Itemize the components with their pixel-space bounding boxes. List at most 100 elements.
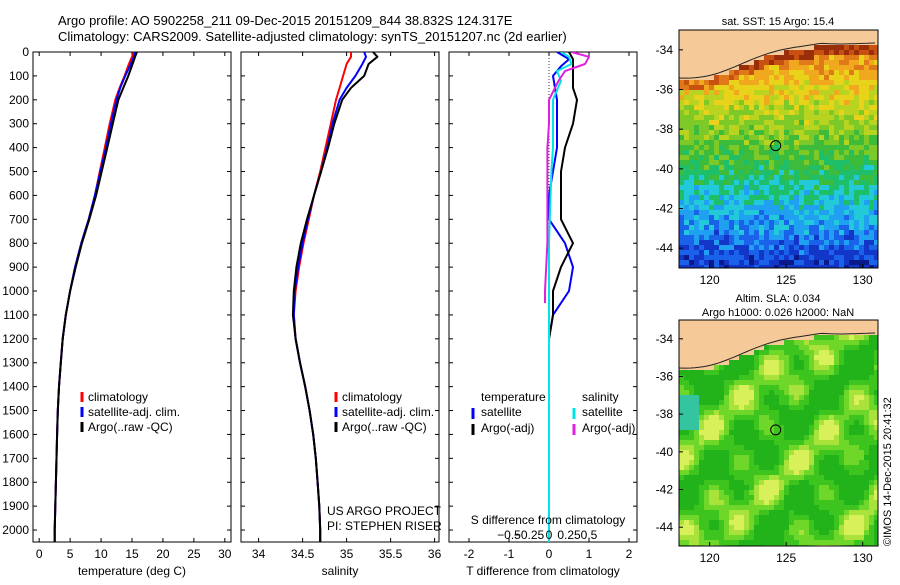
map2-cells-cell: [839, 350, 845, 356]
map2-cells-cell: [819, 425, 825, 431]
map1-cells-cell: [799, 60, 805, 66]
map1-cells-cell: [704, 220, 710, 226]
map2-cells-cell: [684, 380, 690, 386]
map2-cells-cell: [789, 450, 795, 456]
map1-cells-cell: [739, 170, 745, 176]
map2-cells-cell: [709, 525, 715, 531]
map1-cells-cell: [694, 135, 700, 141]
map1-cells-cell: [869, 165, 875, 171]
map1-cells-cell: [789, 35, 795, 41]
map2-cells-cell: [724, 510, 730, 516]
map1-cells-cell: [679, 165, 685, 171]
map1-cells-cell: [699, 115, 705, 121]
map1-cells-cell: [799, 190, 805, 196]
map1-cells-cell: [739, 255, 745, 261]
map2-cells-cell: [829, 480, 835, 486]
map1-cells-cell: [704, 45, 710, 51]
map1-cells-cell: [814, 35, 820, 41]
map1-cells-cell: [714, 160, 720, 166]
map1-cells-cell: [819, 90, 825, 96]
map2-cells-cell: [859, 450, 865, 456]
map1-cells-cell: [764, 220, 770, 226]
map2-cells-cell: [704, 440, 710, 446]
map2-cells-cell: [759, 460, 765, 466]
map2-cells-cell: [834, 500, 840, 506]
map1-cells-cell: [719, 265, 725, 268]
map2-cells-cell: [694, 485, 700, 491]
map2-cells-cell: [814, 435, 820, 441]
map1-cells-cell: [694, 260, 700, 266]
map1-cells-cell: [814, 60, 820, 66]
map2-cells-cell: [864, 335, 870, 341]
map2-cells-cell: [814, 500, 820, 506]
map1-cells-cell: [724, 125, 730, 131]
map2-cells-cell: [714, 330, 720, 336]
map1-cells-cell: [734, 85, 740, 91]
map1-cells-cell: [714, 55, 720, 61]
map1-cells-cell: [724, 85, 730, 91]
map1-cells-cell: [784, 80, 790, 86]
map1-cells-cell: [779, 95, 785, 101]
map1-cells-cell: [739, 175, 745, 181]
map2-cells-cell: [684, 530, 690, 536]
map1-cells-cell: [694, 65, 700, 71]
map2-cells-cell: [799, 360, 805, 366]
map1-cells-cell: [744, 135, 750, 141]
map1-cells-cell: [869, 150, 875, 156]
map1-cells-cell: [754, 225, 760, 231]
map1-cells-cell: [829, 100, 835, 106]
map1-cells-cell: [864, 30, 870, 36]
map1-cells-cell: [799, 220, 805, 226]
map2-cells-cell: [794, 415, 800, 421]
map1-cells-cell: [744, 90, 750, 96]
map2-cells-cell: [754, 365, 760, 371]
map2-cells-cell: [829, 450, 835, 456]
map1-cells-cell: [874, 90, 878, 96]
map1-cells-cell: [834, 265, 840, 268]
map2-cells-cell: [854, 480, 860, 486]
map1-cells-cell: [864, 265, 870, 268]
map2-cells-cell: [774, 475, 780, 481]
map2-cells-cell: [849, 350, 855, 356]
map1-cells-cell: [849, 255, 855, 261]
map2-cells-cell: [839, 395, 845, 401]
map2-cells-cell: [689, 420, 695, 426]
map2-cells-cell: [729, 510, 735, 516]
map1-cells-cell: [784, 40, 790, 46]
map1-cells-cell: [699, 190, 705, 196]
map2-cells-cell: [689, 350, 695, 356]
map2-cells-cell: [794, 470, 800, 476]
map1-cells-cell: [849, 225, 855, 231]
map2-cells-cell: [794, 355, 800, 361]
map2-cells-cell: [829, 325, 835, 331]
map2-cells-cell: [874, 535, 878, 541]
map1-cells-cell: [744, 80, 750, 86]
map1-cells-cell: [834, 195, 840, 201]
map1-cells-cell: [694, 120, 700, 126]
map2-cells-cell: [849, 325, 855, 331]
map2-cells-cell: [689, 450, 695, 456]
map2-cells-cell: [869, 435, 875, 441]
map1-cells-cell: [689, 190, 695, 196]
map1-cells-cell: [749, 265, 755, 268]
map2-cells-cell: [699, 455, 705, 461]
map1-cells-cell: [849, 110, 855, 116]
map2-cells-cell: [809, 485, 815, 491]
map2-cells-cell: [784, 515, 790, 521]
map1-cells-cell: [724, 255, 730, 261]
map2-cells-cell: [819, 350, 825, 356]
map2-cells-cell: [834, 385, 840, 391]
map1-cells-cell: [784, 255, 790, 261]
map2-cells-cell: [709, 355, 715, 361]
map2-cells-cell: [824, 390, 830, 396]
map1-cells-cell: [869, 95, 875, 101]
map2-cells-cell: [839, 465, 845, 471]
map1-cells-cell: [784, 190, 790, 196]
map1-cells-cell: [764, 80, 770, 86]
map1-cells-cell: [804, 115, 810, 121]
map2-cells-cell: [844, 350, 850, 356]
map2-cells-cell: [684, 500, 690, 506]
map1-cells-cell: [799, 130, 805, 136]
map1-cells-cell: [774, 35, 780, 41]
map1-cells-cell: [829, 95, 835, 101]
